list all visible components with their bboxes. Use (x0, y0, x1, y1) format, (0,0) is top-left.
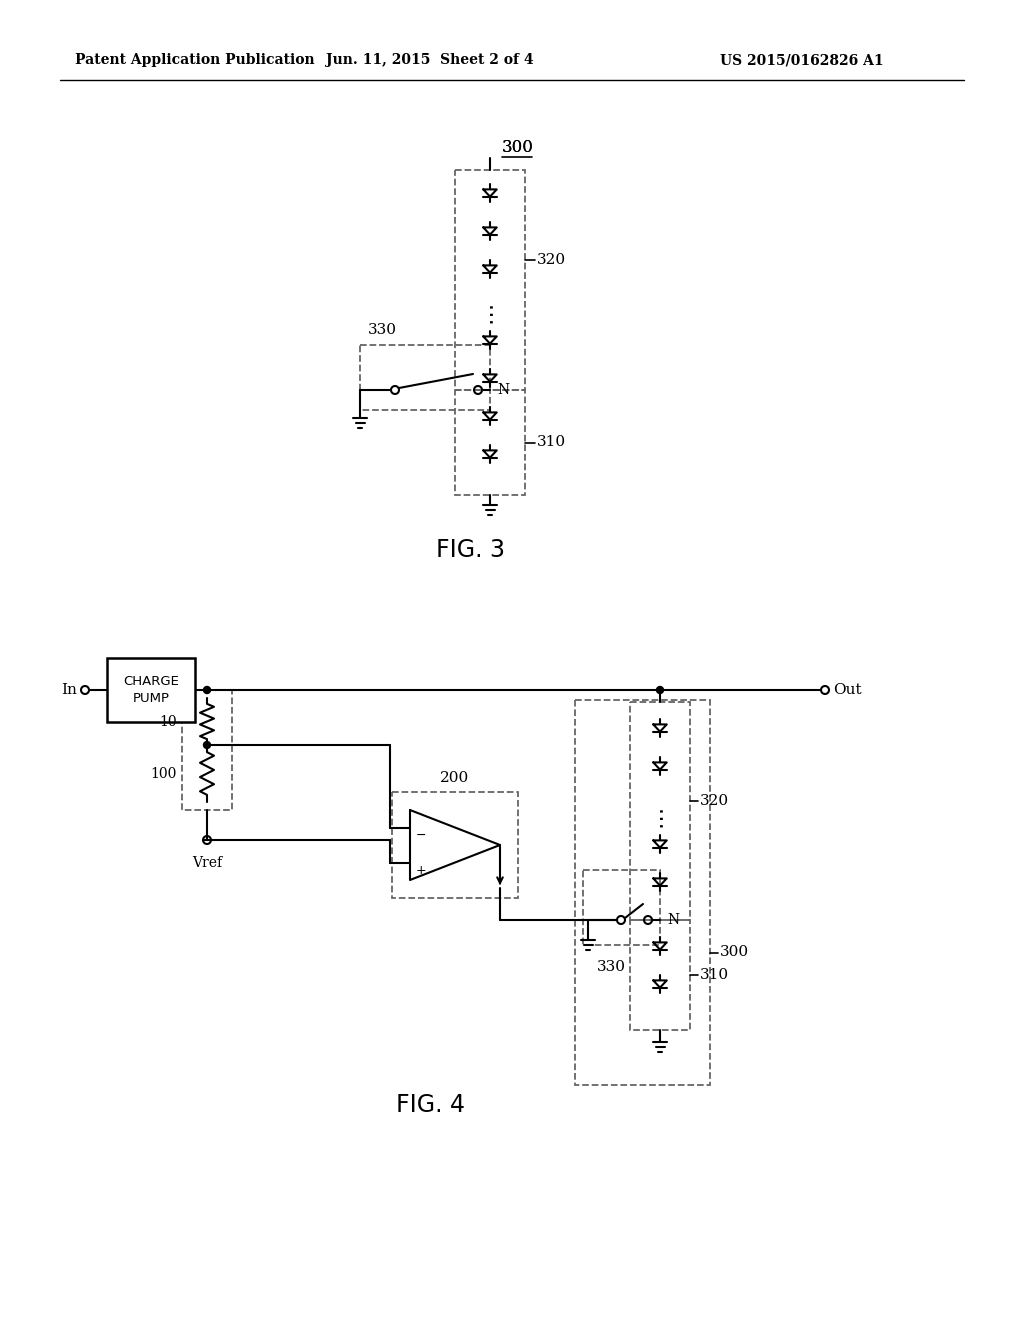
Bar (455, 170, 525, 389)
Text: 330: 330 (368, 323, 397, 337)
Text: 310: 310 (537, 436, 566, 450)
Bar (182, 690, 232, 810)
Text: +: + (416, 863, 427, 876)
Text: 100: 100 (151, 767, 177, 780)
Bar (583, 870, 660, 945)
Text: In: In (61, 682, 77, 697)
Bar (575, 700, 710, 1085)
Text: FIG. 4: FIG. 4 (395, 1093, 465, 1117)
Text: US 2015/0162826 A1: US 2015/0162826 A1 (720, 53, 884, 67)
Bar (392, 792, 518, 898)
Text: 200: 200 (440, 771, 470, 785)
Circle shape (204, 742, 211, 748)
Bar (106, 657, 195, 722)
Bar (630, 702, 690, 920)
Text: 320: 320 (537, 253, 566, 267)
Text: N: N (497, 383, 509, 397)
Circle shape (656, 686, 664, 693)
Text: Out: Out (833, 682, 861, 697)
Text: Patent Application Publication: Patent Application Publication (75, 53, 314, 67)
Circle shape (204, 686, 211, 693)
Text: ⋯: ⋯ (650, 805, 670, 828)
Text: 330: 330 (597, 960, 626, 974)
Bar (455, 389, 525, 495)
Text: 300: 300 (502, 140, 534, 157)
Text: 10: 10 (160, 714, 177, 729)
Bar (630, 920, 690, 1030)
Text: Jun. 11, 2015  Sheet 2 of 4: Jun. 11, 2015 Sheet 2 of 4 (327, 53, 534, 67)
Text: 300: 300 (502, 140, 534, 157)
Text: ⋯: ⋯ (480, 301, 500, 323)
Text: Vref: Vref (191, 855, 222, 870)
Text: 300: 300 (720, 945, 750, 960)
Text: FIG. 3: FIG. 3 (435, 539, 505, 562)
Text: −: − (416, 829, 427, 842)
Bar (360, 345, 490, 411)
Text: 320: 320 (700, 795, 729, 808)
Text: 310: 310 (700, 968, 729, 982)
Text: CHARGE
PUMP: CHARGE PUMP (123, 675, 179, 705)
Text: N: N (667, 913, 679, 927)
